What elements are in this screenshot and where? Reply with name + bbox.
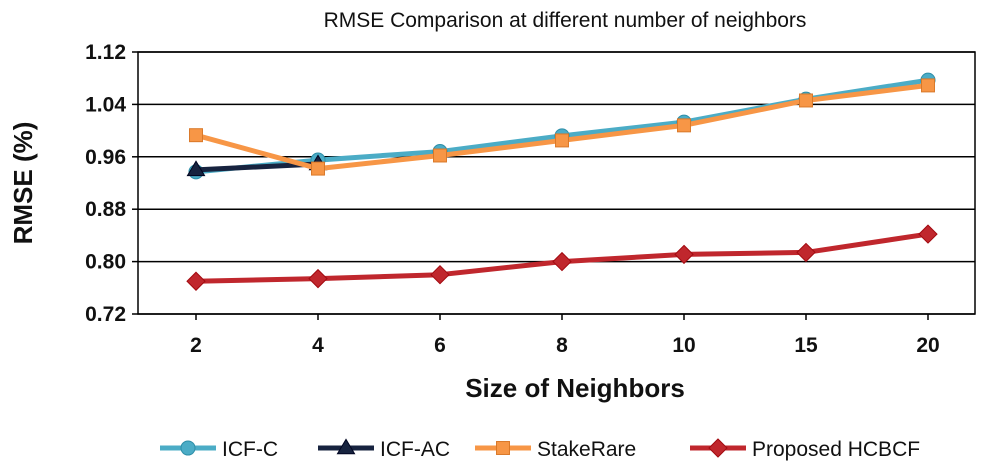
data-point: [677, 118, 691, 133]
data-point: [799, 93, 813, 108]
x-tick-label: 2: [190, 334, 202, 357]
legend-item: ICF-AC: [318, 438, 450, 461]
y-tick-label: 0.80: [85, 251, 126, 274]
legend: ICF-C ICF-AC StakeRare Proposed HCBCF: [160, 438, 920, 461]
x-axis-label: Size of Neighbors: [465, 373, 685, 403]
x-tick-label: 20: [916, 334, 939, 357]
x-tick-label: 6: [434, 334, 446, 357]
legend-label: ICF-AC: [380, 438, 450, 461]
legend-label: ICF-C: [222, 438, 278, 461]
y-axis-ticks: 0.72 0.80 0.88 0.96 1.04 1.12: [85, 41, 138, 326]
data-point: [308, 268, 328, 289]
data-point: [555, 133, 569, 148]
data-point: [189, 128, 203, 143]
data-point: [186, 160, 206, 177]
y-tick-label: 0.72: [85, 303, 126, 326]
data-point: [674, 244, 694, 265]
chart-title: RMSE Comparison at different number of n…: [324, 9, 807, 32]
x-tick-label: 10: [672, 334, 695, 357]
legend-marker: [708, 438, 728, 458]
x-tick-label: 15: [794, 334, 818, 357]
data-point: [921, 78, 935, 93]
data-point: [918, 224, 938, 244]
legend-item: Proposed HCBCF: [690, 438, 920, 461]
y-tick-label: 0.96: [85, 146, 126, 169]
x-tick-label: 4: [312, 334, 324, 357]
data-point: [186, 271, 206, 291]
data-point: [311, 161, 325, 176]
series-proposed-hcbcf: [186, 224, 938, 291]
legend-item: ICF-C: [160, 438, 278, 461]
data-point: [552, 251, 572, 272]
series-stakerare: [189, 78, 935, 176]
plot-area-frame: [137, 51, 976, 315]
x-axis-ticks: 2 4 6 8 10 15 20: [190, 314, 940, 357]
y-tick-label: 1.04: [85, 93, 126, 116]
legend-label: Proposed HCBCF: [752, 438, 920, 461]
y-tick-label: 1.12: [85, 41, 126, 64]
legend-item: StakeRare: [475, 438, 636, 461]
data-point: [796, 242, 816, 263]
legend-marker: [336, 438, 356, 455]
series-line: [193, 77, 931, 175]
legend-marker: [496, 441, 510, 455]
y-tick-label: 0.88: [85, 198, 126, 221]
series-layer: [186, 72, 938, 291]
x-tick-label: 8: [556, 334, 568, 357]
y-axis-label: RMSE (%): [8, 122, 38, 245]
data-point: [430, 264, 450, 285]
legend-marker: [180, 440, 196, 456]
data-point: [433, 148, 447, 163]
legend-label: StakeRare: [537, 438, 636, 461]
